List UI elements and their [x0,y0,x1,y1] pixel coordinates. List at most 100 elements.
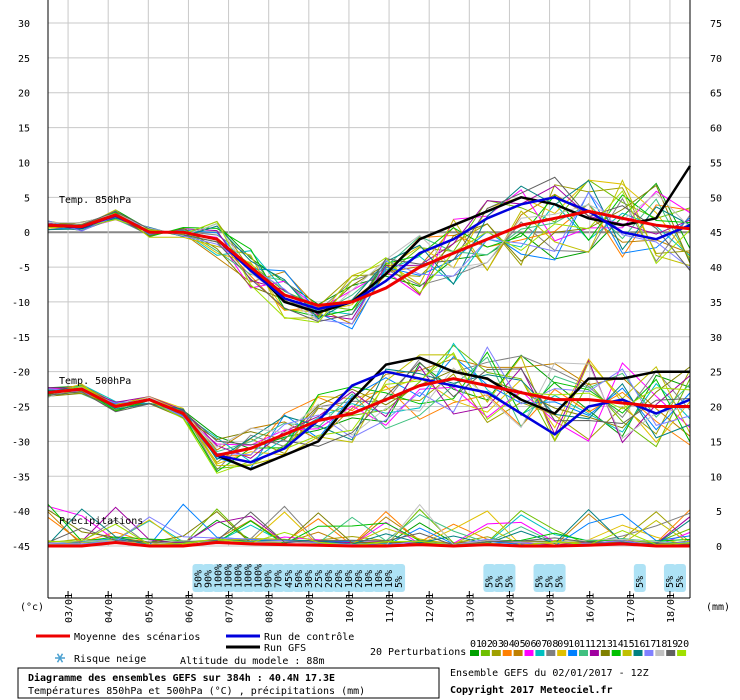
perturbation-legend-swatch [513,650,523,656]
perturbation-legend-label: 20 [677,639,689,650]
x-tick-label: 05/01 [144,593,155,623]
y-tick-label-right: 10 [710,472,722,483]
y-tick-label-right: 55 [710,158,722,169]
y-tick-label-left: -25 [12,403,30,414]
x-tick-label: 03/01 [64,593,75,623]
perturbation-legend-swatch [600,650,610,656]
snow-risk-cell [483,564,496,592]
perturbation-legend-label: 15 [623,639,635,650]
snow-risk-cell [322,564,335,592]
y-tick-label-left: 5 [24,193,30,204]
perturbation-legend-label: 18 [655,639,667,650]
snow-risk-cell [363,564,375,592]
snow-risk-pct: 25% [314,570,325,588]
snow-risk-cell [673,564,686,592]
snow-risk-pct: 5% [635,576,646,588]
x-tick-label: 13/01 [465,593,476,623]
snow-risk-cell [232,564,245,592]
snow-risk-cell [533,564,546,592]
perturbation-legend-label: 13 [601,639,613,650]
snow-risk-pct: 100% [244,564,255,588]
perturbation-legend-swatch [546,650,556,656]
y-tick-label-left: -10 [12,298,30,309]
x-tick-label: 11/01 [385,593,396,623]
snow-risk-pct: 10% [364,570,375,588]
perturbation-line-12-t850 [47,185,691,320]
perturbation-legend-label: 14 [612,639,624,650]
perturbation-legend-swatch [480,650,490,656]
legend-mean-label: Moyenne des scénarios [74,631,200,643]
perturbation-legend-label: 05 [514,639,526,650]
y-tick-label-right: 0 [716,542,722,553]
x-tick-label: 17/01 [626,593,637,623]
snow-risk-cell [633,564,646,592]
snow-risk-cell [292,564,305,592]
snow-risk-pct: 20% [324,570,335,588]
perturbation-line-12-precip [47,506,691,546]
y-tick-label-right: 65 [710,89,722,100]
snow-risk-cell [332,564,345,592]
snow-risk-cell [553,564,566,592]
snow-risk-cell [393,564,406,592]
snow-risk-pct: 5% [504,576,515,588]
perturbation-legend-label: 02 [481,639,493,650]
perturbation-line-18-t500 [47,362,691,448]
y-tick-label-right: 45 [710,228,722,239]
y-tick-label-right: 20 [710,403,722,414]
perturbation-line-19-t500 [47,361,691,447]
perturbation-legend-label: 19 [666,639,678,650]
label-t850: Temp. 850hPa [59,195,131,206]
perturbation-legend-swatch [677,650,687,656]
x-tick-label: 08/01 [265,593,276,623]
x-tick-label: 15/01 [546,593,557,623]
perturbation-legend-swatch [568,650,578,656]
snow-risk-cell [212,564,225,592]
main-run-lines [47,165,692,548]
y-tick-label-right: 60 [710,124,722,135]
x-tick-label: 04/01 [104,593,115,623]
perturbation-legend-swatch [644,650,654,656]
snow-risk-cell [383,564,396,592]
x-tick-label: 06/01 [184,593,195,623]
footer-title: Diagramme des ensembles GEFS sur 384h : … [28,672,335,684]
perturbation-legend-label: 16 [634,639,646,650]
perturbation-legend-swatch [524,650,534,656]
snow-risk-pct: 10% [344,570,355,588]
snow-risk-pct: 100% [214,564,225,588]
snow-risk-pct: 50% [294,570,305,588]
perturbation-legend-label: 01 [470,639,482,650]
perturbation-legend-swatch [491,650,501,656]
snow-risk-pct: 100% [254,564,265,588]
perturbation-legend-label: 12 [590,639,602,650]
snow-risk-pct: 5% [545,576,556,588]
perturbation-legend-label: 11 [579,639,591,650]
x-tick-label: 10/01 [345,593,356,623]
snow-risk-cell [342,564,355,592]
perturbation-legend-swatch [557,650,567,656]
chart-grid [48,0,690,547]
snow-risk-pct: 100% [224,564,235,588]
perturbation-legend-swatch [666,650,676,656]
series-mean-t850 [47,209,691,307]
snow-risk-pct: 30% [304,570,315,588]
y-tick-label-left: 25 [18,54,30,65]
y-tick-label-left: -40 [12,507,30,518]
series-mean-precip [48,540,690,548]
x-tick-label: 14/01 [505,593,516,623]
perturbation-legend-label: 03 [492,639,504,650]
series-control-t850 [47,195,691,311]
y-tick-label-right: 35 [710,298,722,309]
legend-snow-label: Risque neige [74,654,146,665]
y-tick-label-left: -30 [12,437,30,448]
snow-risk-cell [282,564,295,592]
legend-control-label: Run de contrôle [264,631,354,643]
perturbation-legend-swatch [535,650,545,656]
snow-risk-pct: 5% [494,576,505,588]
perturbation-line-07-t500 [47,342,691,463]
x-tick-label: 18/01 [666,593,677,623]
snow-risk-pct: 5% [675,576,686,588]
y-tick-label-right: 50 [710,193,722,204]
footer-run: Ensemble GEFS du 02/01/2017 - 12Z [450,668,649,679]
label-precip: Précipitations [59,515,143,527]
